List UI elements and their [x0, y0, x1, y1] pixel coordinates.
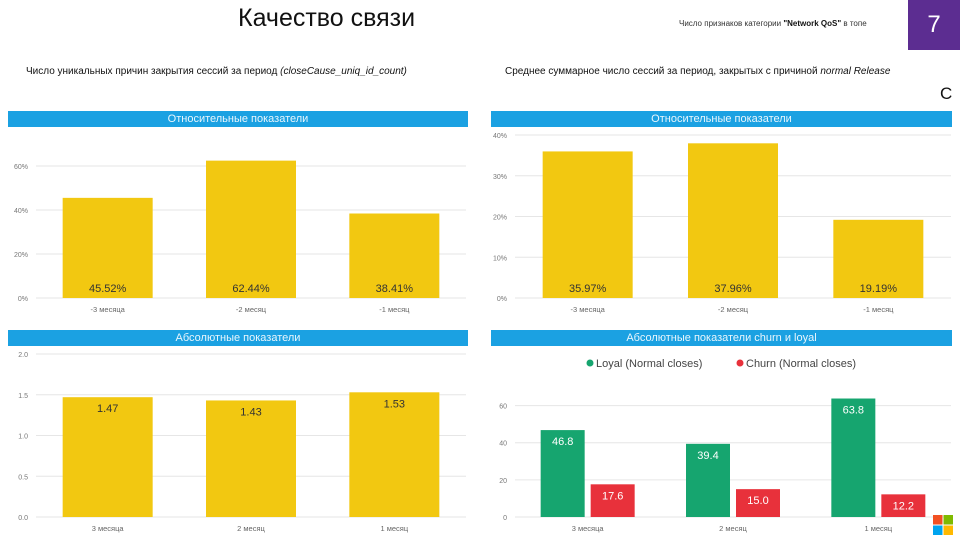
chart2-xtick-label: 3 месяца [92, 524, 125, 533]
chart3-data-label: 63.8 [843, 405, 864, 417]
chart0-ytick-label: 40% [14, 208, 28, 215]
chart3-ytick-label: 0 [503, 515, 507, 522]
chart3-data-label: 12.2 [893, 500, 914, 512]
chart3-bar-loyal [831, 398, 876, 517]
chart3-data-label: 17.6 [602, 490, 623, 502]
header-absolute-left: Абсолютные показатели [8, 330, 468, 346]
chart1-bar [688, 143, 778, 298]
chart2-bar [206, 400, 296, 517]
chart3-legend-label: Loyal (Normal closes) [596, 358, 702, 370]
chart3-legend-label: Churn (Normal closes) [746, 358, 856, 370]
chart0-data-label: 38.41% [376, 283, 414, 295]
chart-relative-normal-release: 0% 10% 20% 30% 40% -3 месяца -2 месяц -1 месяц 3… [493, 133, 951, 314]
chart3-bar-loyal [686, 443, 730, 517]
chart3-ytick-label: 20 [499, 478, 507, 485]
chart0-xtick-label: -3 месяца [90, 305, 125, 314]
chart1-data-label: 35.97% [569, 283, 607, 295]
chart3-bar-churn [736, 489, 780, 517]
chart2-data-label: 1.53 [384, 398, 405, 410]
chart3-ytick-label: 40 [499, 441, 507, 448]
header-relative-left: Относительные показатели [8, 111, 468, 127]
clipped-text: С [940, 84, 953, 103]
chart0-ytick-label: 20% [14, 252, 28, 259]
right-caption: Среднее суммарное число сессий за период… [505, 66, 891, 77]
chart3-data-label: 46.8 [552, 436, 573, 448]
chart1-xtick-label: -3 месяца [570, 305, 605, 314]
chart2-ytick-label: 2.0 [18, 352, 28, 359]
page-title: Качество связи [238, 4, 416, 32]
chart1-ytick-label: 10% [493, 255, 507, 262]
chart2-ytick-label: 1.0 [18, 434, 28, 441]
chart0-bar [349, 213, 440, 298]
chart3-bar-churn [881, 494, 926, 517]
chart3-ytick-label: 60 [499, 404, 507, 411]
chart1-bar [833, 219, 924, 298]
header-relative-right: Относительные показатели [491, 111, 952, 127]
chart3-legend-marker [736, 359, 744, 367]
top-note: Число признаков категории "Network QoS" … [679, 19, 867, 28]
chart1-xtick-label: -2 месяц [718, 305, 749, 314]
chart1-ytick-label: 40% [493, 133, 507, 140]
chart3-data-label: 39.4 [697, 450, 718, 462]
chart2-data-label: 1.43 [240, 406, 261, 418]
chart-relative-unique-causes: 0% 20% 40% 60% -3 месяца -2 месяц -1 месяц 45.5… [14, 160, 466, 314]
chart2-data-label: 1.47 [97, 403, 118, 415]
chart2-ytick-label: 0.5 [18, 474, 28, 481]
chart0-data-label: 45.52% [89, 283, 127, 295]
chart1-data-label: 19.19% [860, 283, 898, 295]
chart3-bar-churn [590, 484, 635, 517]
chart0-ytick-label: 0% [18, 296, 28, 303]
chart3-xtick-label: 2 месяц [719, 524, 747, 533]
chart2-bar [62, 397, 153, 517]
chart3-xtick-label: 3 месяца [572, 524, 605, 533]
chart2-ytick-label: 0.0 [18, 515, 28, 522]
chart3-xtick-label: 1 месяц [864, 524, 892, 533]
chart3-legend-marker [586, 359, 594, 367]
chart2-xtick-label: 1 месяц [380, 524, 408, 533]
chart0-xtick-label: -1 месяц [379, 305, 410, 314]
chart1-xtick-label: -1 месяц [863, 305, 894, 314]
chart-absolute-churn-loyal: 0 20 40 60 3 месяца 2 месяц 1 месяц Loyal (Norm… [499, 358, 951, 533]
chart0-bar [62, 197, 153, 298]
chart2-ytick-label: 1.5 [18, 393, 28, 400]
chart1-ytick-label: 0% [497, 296, 507, 303]
chart1-ytick-label: 30% [493, 174, 507, 181]
chart0-data-label: 62.44% [232, 283, 270, 295]
chart-absolute-unique-causes: 0.0 0.5 1.0 1.5 2.0 3 месяца 2 месяц 1 месяц 1.4… [18, 352, 466, 533]
chart2-xtick-label: 2 месяц [237, 524, 265, 533]
windows-logo-icon [933, 515, 953, 535]
chart3-data-label: 15.0 [747, 495, 768, 507]
chart0-bar [206, 160, 296, 298]
chart1-data-label: 37.96% [714, 283, 752, 295]
chart0-xtick-label: -2 месяц [236, 305, 267, 314]
page-number-badge: 7 [908, 0, 960, 50]
chart1-ytick-label: 20% [493, 215, 507, 222]
chart0-ytick-label: 60% [14, 164, 28, 171]
chart2-bar [349, 392, 440, 517]
chart1-bar [542, 151, 633, 298]
left-caption: Число уникальных причин закрытия сессий … [26, 66, 407, 77]
header-absolute-right: Абсолютные показатели churn и loyal [491, 330, 952, 346]
chart3-bar-loyal [540, 430, 585, 517]
